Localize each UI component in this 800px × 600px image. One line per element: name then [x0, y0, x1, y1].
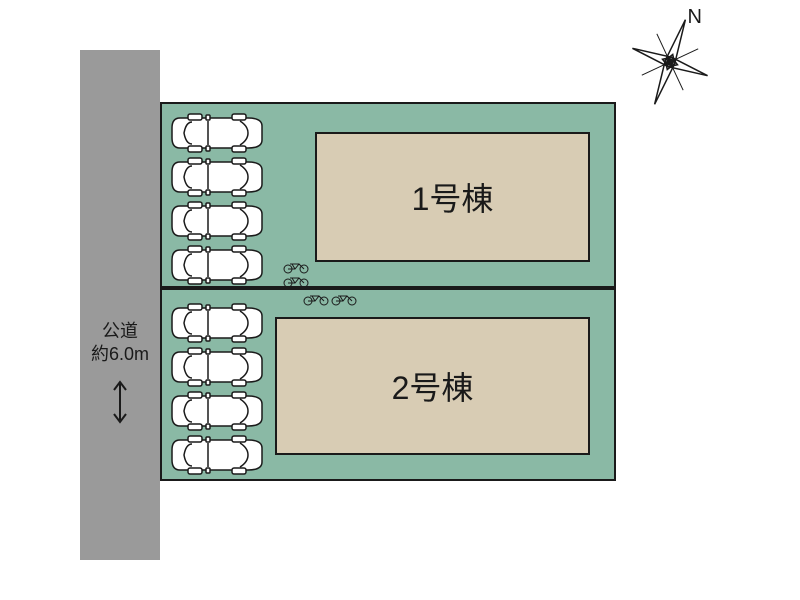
car-icon [170, 112, 265, 154]
road-label-line1: 公道 [102, 321, 138, 341]
car-icon [170, 346, 265, 388]
building-1: 1号棟 [315, 132, 590, 262]
building-2-label: 2号棟 [392, 363, 474, 409]
road-width-arrow-icon [112, 380, 128, 424]
bicycle-icon [330, 294, 358, 306]
lot-2: 2号棟 [160, 288, 616, 481]
car-icon [170, 244, 265, 286]
bicycle-icon [302, 294, 330, 306]
car-icon [170, 156, 265, 198]
car-icon [170, 390, 265, 432]
building-2: 2号棟 [275, 317, 590, 455]
bicycle-icon [282, 276, 310, 288]
car-icon [170, 302, 265, 344]
car-icon [170, 434, 265, 476]
compass-rose-icon [620, 12, 720, 112]
car-icon [170, 200, 265, 242]
public-road [80, 50, 160, 560]
bicycle-icon [282, 262, 310, 274]
building-1-label: 1号棟 [412, 174, 494, 220]
lot-1: 1号棟 [160, 102, 616, 288]
